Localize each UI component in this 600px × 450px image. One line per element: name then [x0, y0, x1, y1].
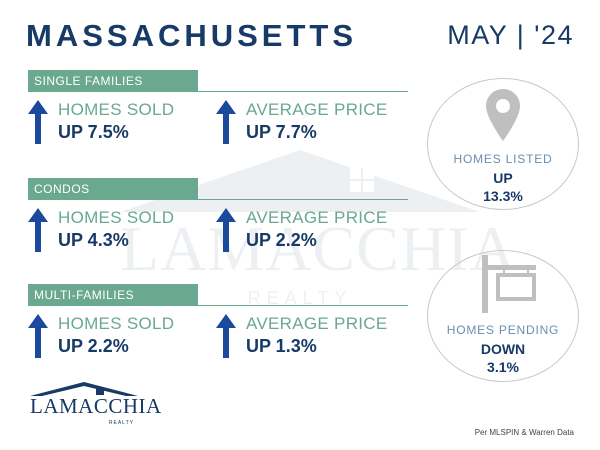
- logo-text: LAMACCHIA: [30, 394, 162, 418]
- arrow-up-icon: [28, 314, 48, 358]
- stat-label: AVERAGE PRICE: [246, 100, 388, 119]
- section-label: CONDOS: [34, 182, 90, 196]
- section-header-bar: [28, 178, 198, 200]
- stat-value: UP 1.3%: [246, 336, 317, 356]
- section-multi-families: MULTI-FAMILIES HOMES SOLD UP 2.2% AVERAG…: [28, 284, 408, 364]
- homes-pending-value: 3.1%: [487, 359, 519, 375]
- section-label: SINGLE FAMILIES: [34, 74, 143, 88]
- homes-pending-card: HOMES PENDING DOWN 3.1%: [427, 250, 579, 382]
- homes-pending-label: HOMES PENDING: [446, 323, 560, 337]
- homes-listed-direction: UP: [493, 170, 513, 186]
- section-header-rule: [198, 199, 408, 200]
- stat-value: UP 7.5%: [58, 122, 129, 142]
- page-title: MASSACHUSETTS: [26, 18, 358, 53]
- section-header: CONDOS: [28, 178, 408, 200]
- homes-pending-direction: DOWN: [480, 341, 526, 357]
- stat-label: AVERAGE PRICE: [246, 208, 388, 227]
- report-date: MAY | '24: [447, 20, 574, 50]
- logo-roof-icon: [30, 382, 138, 396]
- company-logo: LAMACCHIA REALTY: [30, 382, 162, 432]
- stat-label: HOMES SOLD: [58, 100, 175, 119]
- stat-value: UP 4.3%: [58, 230, 129, 250]
- sign-post-icon: [482, 255, 536, 313]
- logo-subtext: REALTY: [108, 420, 134, 426]
- homes-listed-card: HOMES LISTED UP 13.3%: [427, 78, 579, 210]
- section-condos: CONDOS HOMES SOLD UP 4.3% AVERAGE PRICE …: [28, 178, 408, 258]
- homes-listed-value: 13.3%: [483, 188, 523, 204]
- section-single-families: SINGLE FAMILIES HOMES SOLD UP 7.5% AVERA…: [28, 70, 408, 150]
- section-label: MULTI-FAMILIES: [34, 288, 135, 302]
- data-source-note: Per MLSPIN & Warren Data: [474, 428, 574, 437]
- stat-label: HOMES SOLD: [58, 314, 175, 333]
- section-header: MULTI-FAMILIES: [28, 284, 408, 306]
- stat-value: UP 7.7%: [246, 122, 317, 142]
- homes-listed-label: HOMES LISTED: [453, 152, 553, 166]
- arrow-up-icon: [28, 208, 48, 252]
- section-header-rule: [198, 91, 408, 92]
- section-header: SINGLE FAMILIES: [28, 70, 408, 92]
- arrow-up-icon: [216, 208, 236, 252]
- section-header-rule: [198, 305, 408, 306]
- arrow-up-icon: [216, 314, 236, 358]
- stat-label: HOMES SOLD: [58, 208, 175, 227]
- section-header-bar: [28, 284, 198, 306]
- stat-label: AVERAGE PRICE: [246, 314, 388, 333]
- stat-value: UP 2.2%: [246, 230, 317, 250]
- map-pin-icon: [486, 89, 520, 141]
- arrow-up-icon: [28, 100, 48, 144]
- stat-value: UP 2.2%: [58, 336, 129, 356]
- arrow-up-icon: [216, 100, 236, 144]
- section-header-bar: [28, 70, 198, 92]
